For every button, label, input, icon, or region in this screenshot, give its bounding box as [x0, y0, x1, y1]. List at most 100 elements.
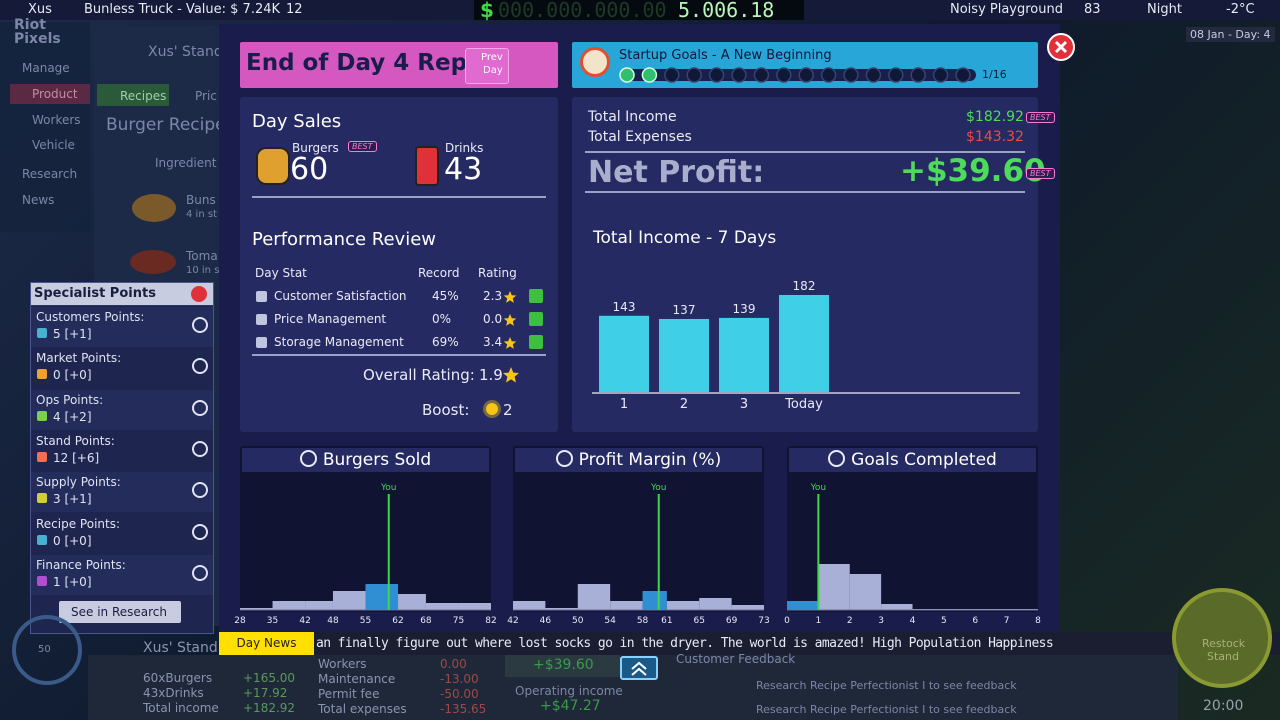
specialist-row [31, 554, 213, 595]
help-icon [192, 440, 208, 457]
performance-title: Performance Review [252, 229, 437, 250]
income-row-label: 43xDrinks [143, 686, 204, 700]
sun-icon [486, 403, 498, 415]
research-button[interactable] [59, 601, 181, 623]
drinks: 43 [444, 152, 483, 187]
goal-dot [820, 67, 837, 83]
hist-bar [642, 591, 667, 610]
goal-dot [619, 67, 635, 83]
goal-dot [731, 67, 747, 83]
help-icon [192, 358, 208, 375]
best-badge: BEST [348, 141, 377, 152]
boost: 2 [503, 401, 513, 419]
x-tick-label: 48 [327, 616, 339, 626]
hist-bar [272, 601, 306, 610]
specialist-icon [37, 493, 47, 504]
expand-button[interactable] [620, 656, 658, 680]
stat-icon [256, 291, 267, 302]
bar-value-label: 182 [793, 279, 816, 293]
hist-bar [425, 603, 459, 610]
specialist-row [31, 348, 213, 389]
table-header: Rating [478, 266, 517, 280]
histogram: 42 46 50 54 58 61 65 69 73 You [507, 483, 769, 626]
income-row-value: +165.00 [243, 671, 296, 685]
expense-row-value: 0.00 [440, 657, 467, 671]
x-tick-label: 7 [1004, 616, 1010, 626]
tab-label[interactable]: Recipes [120, 89, 167, 103]
news-label: Day News [219, 632, 314, 655]
hist-bar [666, 601, 700, 610]
specialist-icon [37, 451, 47, 462]
close-report[interactable] [1047, 33, 1075, 61]
specialist-row [31, 389, 213, 430]
stat-record: 0% [432, 312, 452, 326]
rating-button [529, 289, 543, 303]
hist-bar [731, 605, 764, 610]
sales-title: Day Sales [252, 111, 342, 132]
news-bar [219, 632, 1280, 655]
goals-track [619, 67, 976, 83]
hist-bar [849, 574, 882, 610]
x-tick-label: 5 [941, 616, 947, 626]
star-shape [503, 291, 517, 303]
expense-row-label: Total expenses [318, 702, 407, 716]
specialist-value: 12 [+6] [53, 450, 100, 465]
nav-item[interactable]: News [22, 193, 55, 207]
nav-item[interactable]: Product [32, 87, 78, 101]
x-tick-label: 1 [620, 397, 628, 412]
hist-bar [787, 601, 819, 610]
nav-item[interactable]: Vehicle [32, 138, 75, 152]
income-row-value: +17.92 [243, 686, 288, 700]
goal-dot [910, 67, 926, 83]
goals-progress: 1/16 [982, 68, 1007, 81]
x-tick-label: 65 [693, 616, 704, 626]
expense-row-label: Maintenance [318, 672, 396, 686]
stat-name: Price Management [274, 312, 387, 326]
rating-button [529, 312, 543, 326]
close-button[interactable] [191, 286, 207, 302]
nav-item[interactable]: Manage [22, 61, 70, 75]
specialist-row [31, 513, 213, 554]
drinks-label: Drinks [445, 141, 484, 155]
best-badge: BEST [1026, 168, 1055, 179]
specialist-value: 4 [+2] [53, 409, 92, 424]
track [620, 69, 976, 81]
hist-bar [240, 608, 273, 610]
clock: 20:00 [1203, 698, 1244, 714]
specialist-value: 5 [+1] [53, 327, 92, 341]
divider [252, 196, 546, 198]
nav-item[interactable]: Research [22, 167, 78, 181]
hist-header: Profit Margin (%) [515, 448, 762, 472]
overall-label: Overall Rating: [363, 366, 475, 384]
divider [252, 354, 546, 356]
goal-target [580, 47, 610, 77]
goal-dot [843, 67, 859, 83]
bar-value-label: 143 [613, 300, 636, 314]
hist-bar [365, 584, 399, 610]
you-label: You [810, 483, 827, 493]
table-header: Record [418, 266, 460, 280]
x-tick-label: 1 [816, 616, 822, 626]
bun-icon [132, 194, 176, 222]
star-shape [503, 314, 517, 326]
research-button-label: See in Research [71, 605, 167, 619]
divider [585, 151, 1025, 153]
operating-label: Operating income [515, 684, 623, 698]
money: 5.006.18 [678, 0, 775, 22]
net-profit: +$39.60 [900, 153, 1046, 189]
x-tick-label: 8 [1035, 616, 1041, 626]
nav-item[interactable]: Workers [32, 113, 81, 127]
stat-record: 69% [432, 335, 459, 349]
stat-name: Customer Satisfaction [274, 289, 407, 303]
stand-name: Xus' Stand [143, 640, 218, 656]
tab-label[interactable]: Pric [195, 89, 217, 103]
x-tick-label: 28 [234, 616, 246, 626]
restock-button[interactable] [1172, 588, 1272, 688]
hist-bar [305, 601, 333, 610]
specialist-value: 3 [+1] [53, 492, 92, 507]
specialist-name: Stand Points: [36, 433, 115, 448]
bar [599, 315, 649, 392]
prev-day-button[interactable] [465, 48, 509, 84]
stat-name: Storage Management [274, 335, 404, 349]
